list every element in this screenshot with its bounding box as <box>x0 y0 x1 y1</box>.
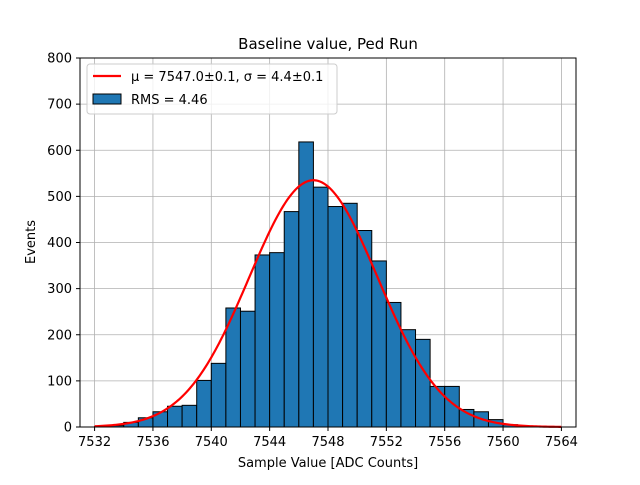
y-tick-label: 200 <box>47 328 72 343</box>
y-axis-label: Events <box>24 220 39 264</box>
y-tick-label: 700 <box>47 98 72 113</box>
legend: μ = 7547.0±0.1, σ = 4.4±0.1 RMS = 4.46 <box>87 64 337 114</box>
legend-histogram-swatch <box>93 94 121 104</box>
x-tick-label: 7556 <box>428 435 461 450</box>
histogram-bar <box>416 339 431 427</box>
x-tick-label: 7536 <box>136 435 169 450</box>
x-tick-label: 7564 <box>545 435 578 450</box>
histogram-bar <box>168 406 183 427</box>
histogram-bar <box>182 405 197 427</box>
histogram-bar <box>255 255 270 427</box>
y-tick-label: 800 <box>47 52 72 67</box>
histogram-bar <box>313 187 328 427</box>
y-tick-label: 0 <box>64 421 72 436</box>
histogram-bar <box>430 386 445 427</box>
x-tick-label: 7552 <box>370 435 403 450</box>
histogram-bar <box>197 380 212 427</box>
x-tick-label: 7532 <box>78 435 111 450</box>
histogram-bar <box>240 311 255 427</box>
y-tick-label: 500 <box>47 190 72 205</box>
x-tick-label: 7540 <box>195 435 228 450</box>
x-tick-label: 7548 <box>311 435 344 450</box>
legend-histogram-label: RMS = 4.46 <box>131 93 208 108</box>
legend-fit-label: μ = 7547.0±0.1, σ = 4.4±0.1 <box>131 70 323 85</box>
x-tick-label: 7560 <box>487 435 520 450</box>
x-axis-ticks: 7532 7536 7540 7544 7548 7552 7556 7560 7564 <box>78 427 578 450</box>
chart-title: Baseline value, Ped Run <box>238 35 418 53</box>
y-tick-label: 300 <box>47 282 72 297</box>
y-tick-label: 100 <box>47 374 72 389</box>
histogram-bar <box>343 203 358 427</box>
histogram-bar <box>328 207 343 427</box>
histogram-bar <box>386 302 401 427</box>
histogram-bar <box>372 261 387 427</box>
x-axis-label: Sample Value [ADC Counts] <box>238 456 418 471</box>
y-tick-label: 600 <box>47 144 72 159</box>
histogram-bar <box>270 253 285 427</box>
histogram-bar <box>211 363 226 427</box>
y-tick-label: 400 <box>47 236 72 251</box>
histogram-bar <box>284 212 299 427</box>
x-tick-label: 7544 <box>253 435 286 450</box>
